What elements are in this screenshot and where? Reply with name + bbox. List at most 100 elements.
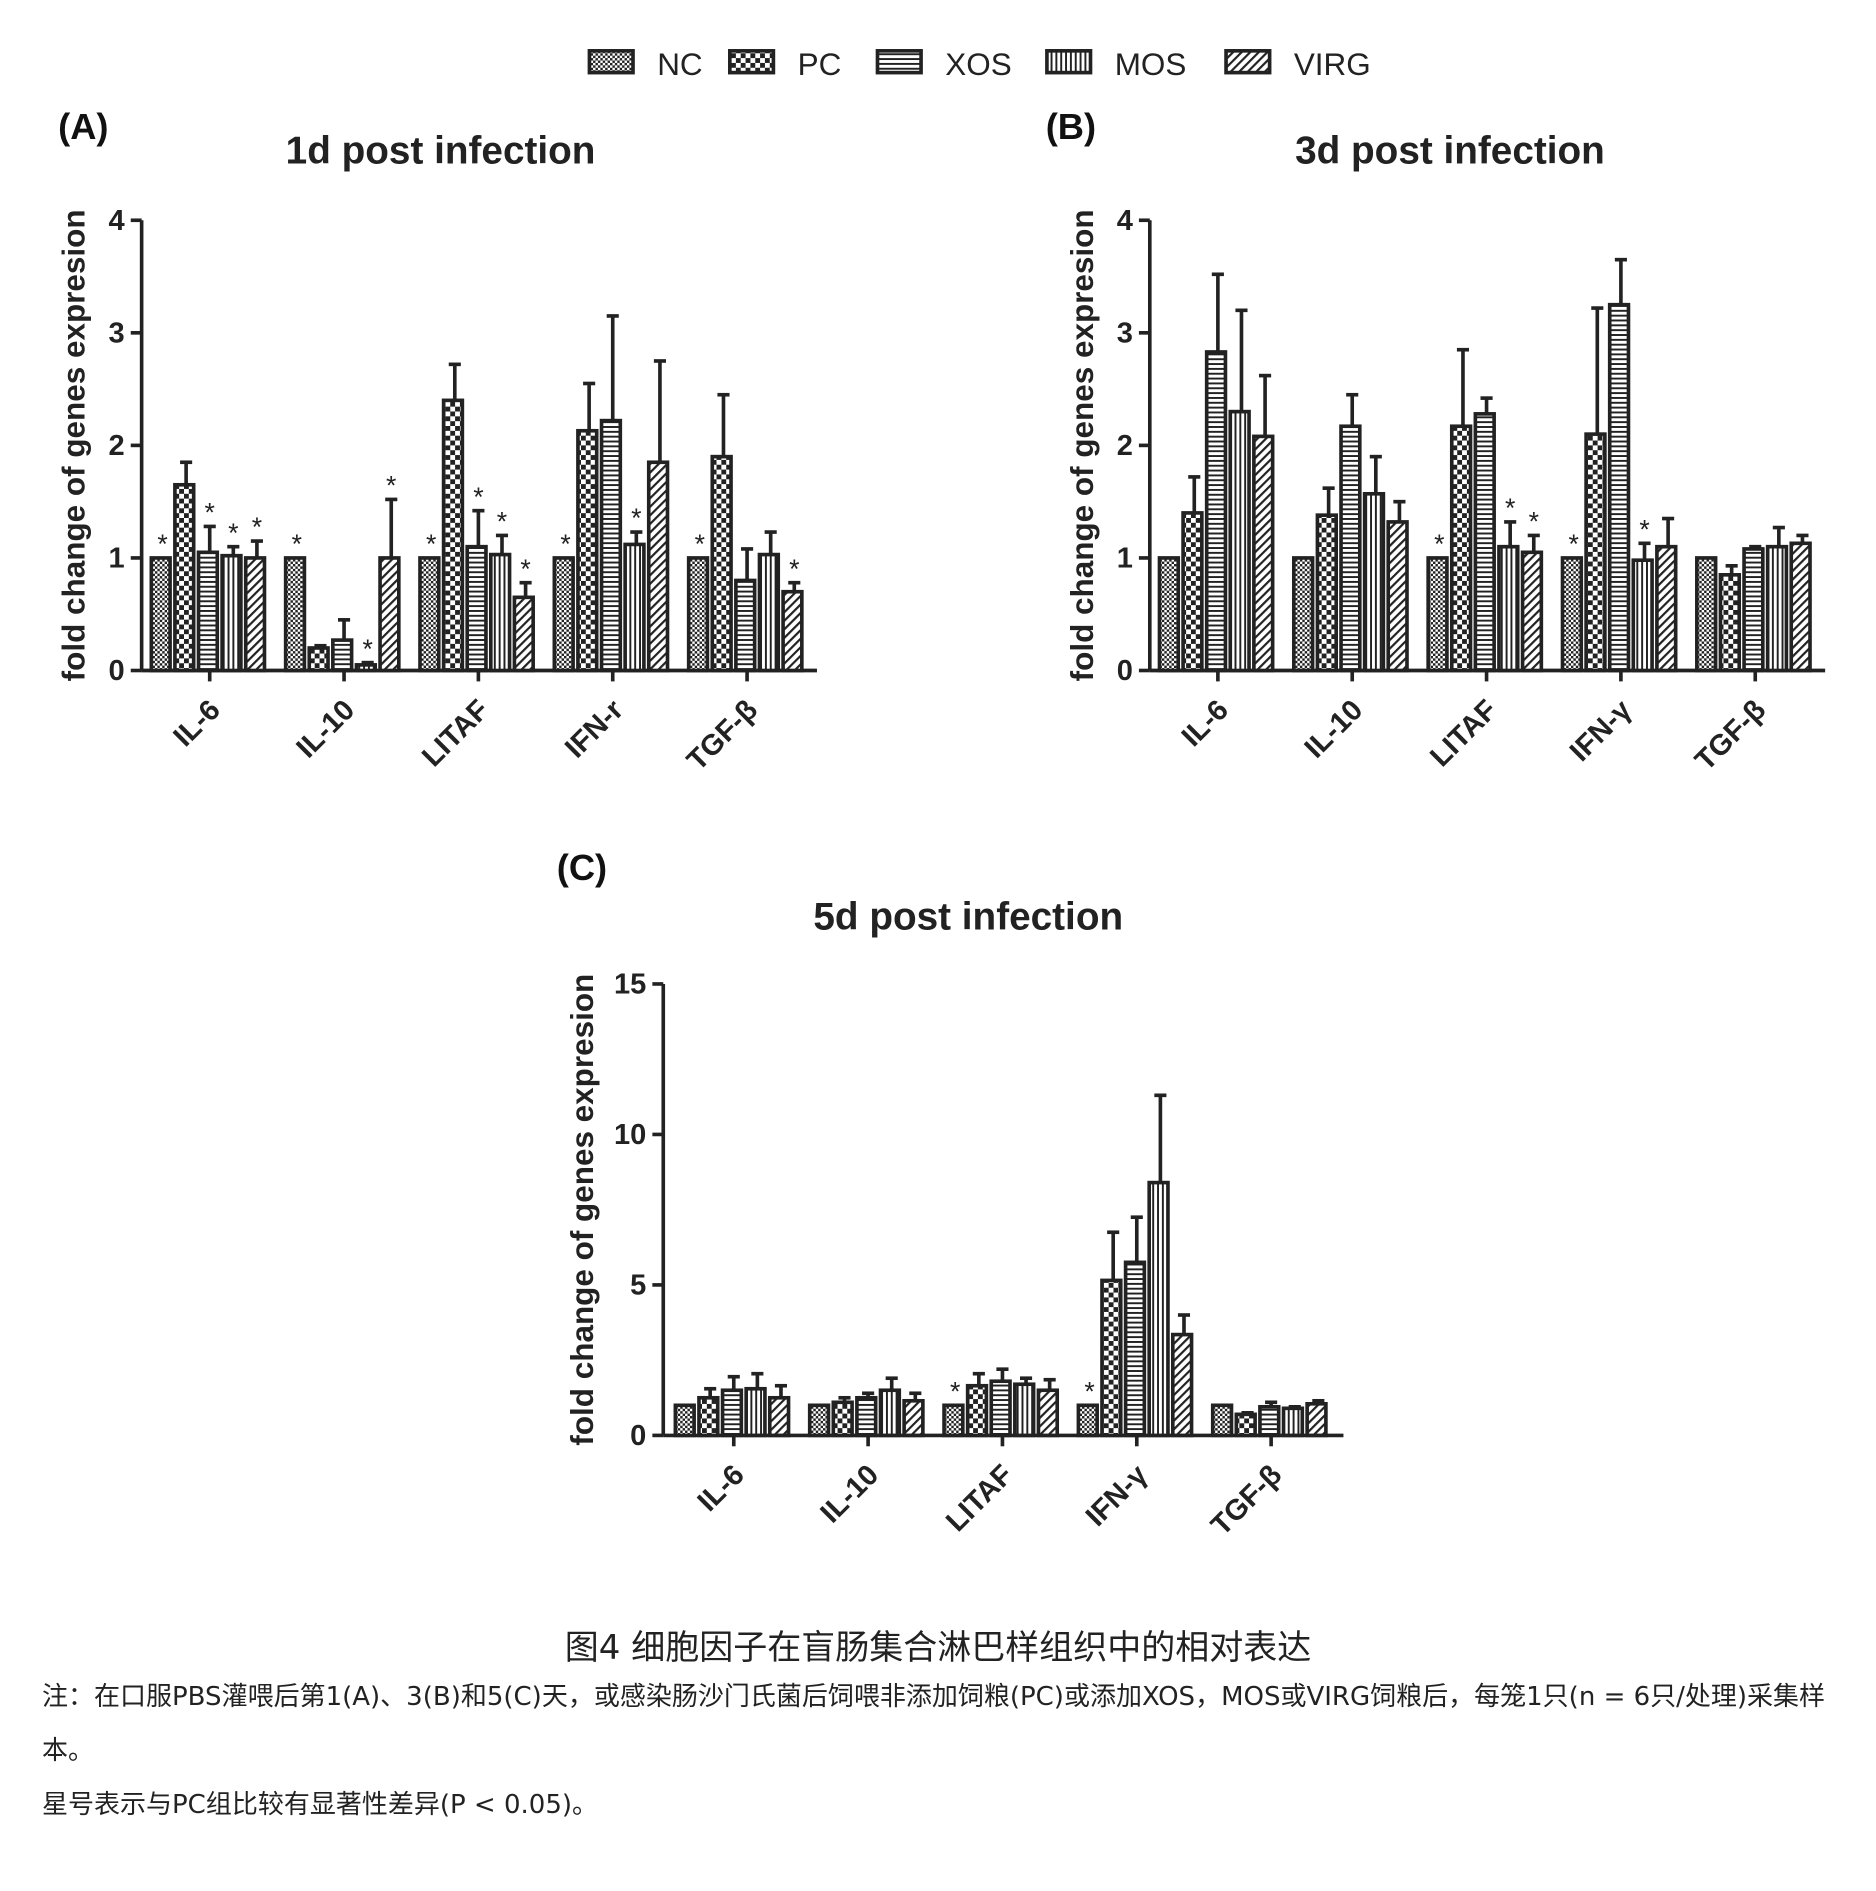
- legend-swatch-pc: [728, 49, 776, 75]
- significance-star: *: [950, 1376, 960, 1406]
- bar-xos-IFN-r: [599, 418, 623, 673]
- bar-virg-IL-6: [767, 1395, 791, 1438]
- figure: NC PC XOS MOS VIRG (A) 1d post infection fold …: [57, 47, 1826, 1542]
- bar-xos-LITAF: [1473, 412, 1496, 673]
- significance-star: *: [1505, 493, 1515, 523]
- bar-virg-IL-6: [1252, 434, 1275, 673]
- bar-pc-LITAF: [965, 1383, 989, 1438]
- bar-xos-LITAF: [465, 544, 488, 673]
- bar-nc-IFN-γ: [1560, 556, 1584, 673]
- bar-xos-IL-10: [331, 638, 354, 673]
- bar-mos-IL-6: [1228, 409, 1251, 673]
- x-tick-label: LITAF: [940, 1459, 1019, 1538]
- bar-mos-IL-10: [1362, 491, 1386, 673]
- y-axis-label: fold change of genes expresion: [57, 209, 92, 681]
- chart-panel-a: (A) 1d post infection fold change of genes…: [57, 106, 817, 777]
- bar-mos-IL-6: [744, 1386, 767, 1438]
- significance-star: *: [426, 529, 436, 559]
- bar-pc-IL-6: [697, 1395, 720, 1438]
- significance-star: *: [789, 554, 799, 584]
- significance-star: *: [520, 554, 530, 584]
- panel-label: (B): [1046, 106, 1096, 147]
- y-tick-label: 3: [109, 318, 125, 350]
- y-tick-label: 4: [1117, 205, 1133, 237]
- legend-label-xos: XOS: [945, 47, 1011, 82]
- bar-pc-IL-10: [307, 646, 330, 673]
- bar-pc-IFN-γ: [1100, 1278, 1123, 1438]
- significance-star: *: [497, 507, 507, 537]
- y-axis-label: fold change of genes expresion: [565, 974, 600, 1446]
- y-tick-label: 1: [109, 543, 125, 575]
- bar-virg-TGF-β: [1305, 1401, 1328, 1438]
- x-tick-label: IL-10: [1299, 694, 1370, 765]
- bar-pc-LITAF: [1449, 424, 1473, 673]
- bar-mos-TGF-β: [1281, 1406, 1305, 1438]
- significance-star: *: [1434, 529, 1444, 559]
- significance-star: *: [631, 503, 641, 533]
- caption-significance: 星号表示与PC组比较有显著性差异(P < 0.05)。: [42, 1790, 599, 1820]
- x-tick-label: IL-6: [168, 694, 227, 753]
- bar-pc-IFN-r: [576, 428, 599, 673]
- bar-nc-IL-10: [1292, 556, 1315, 673]
- bar-virg-LITAF: [1036, 1388, 1060, 1438]
- significance-star: *: [292, 529, 302, 559]
- bar-mos-IFN-γ: [1147, 1180, 1170, 1438]
- bar-pc-IL-6: [1181, 511, 1204, 673]
- bar-mos-LITAF: [1013, 1382, 1036, 1438]
- significance-star: *: [560, 529, 570, 559]
- bar-pc-TGF-β: [1234, 1412, 1257, 1438]
- bar-nc-IFN-r: [552, 556, 575, 673]
- x-tick-label: TGF-β: [1689, 694, 1772, 777]
- significance-star: *: [1569, 529, 1579, 559]
- bar-pc-IFN-γ: [1584, 432, 1607, 673]
- bar-nc-LITAF: [942, 1403, 965, 1438]
- chart-title: 5d post infection: [813, 896, 1123, 939]
- bar-pc-IL-10: [1315, 513, 1338, 673]
- bar-xos-TGF-β: [734, 578, 757, 673]
- bar-mos-IL-10: [354, 663, 378, 673]
- y-tick-label: 15: [614, 969, 646, 1001]
- bar-virg-TGF-β: [1789, 541, 1812, 673]
- bar-nc-LITAF: [1426, 556, 1449, 673]
- chart-title: 1d post infection: [286, 129, 596, 172]
- significance-star: *: [1084, 1376, 1094, 1406]
- bar-virg-IL-10: [378, 556, 401, 673]
- x-tick-label: IL-6: [692, 1459, 751, 1518]
- bar-xos-TGF-β: [1258, 1404, 1281, 1438]
- bar-virg-LITAF: [1520, 550, 1544, 673]
- x-tick-label: IFN-γ: [1564, 693, 1639, 768]
- bar-virg-IFN-γ: [1655, 544, 1678, 673]
- x-tick-label: IL-10: [815, 1459, 886, 1530]
- bar-nc-IL-6: [149, 556, 172, 673]
- bar-xos-IFN-γ: [1123, 1260, 1147, 1438]
- bar-nc-IFN-γ: [1076, 1403, 1099, 1438]
- significance-star: *: [205, 498, 215, 528]
- bar-virg-IL-6: [243, 556, 267, 673]
- legend-swatch-nc: [587, 49, 635, 75]
- bar-pc-TGF-β: [710, 454, 733, 673]
- bar-nc-TGF-β: [1695, 556, 1718, 673]
- chart-panel-b: (B) 3d post infection fold change of genes…: [1046, 106, 1826, 777]
- legend-label-pc: PC: [798, 47, 842, 82]
- x-tick-label: TGF-β: [1205, 1459, 1288, 1542]
- bar-xos-IL-6: [1204, 350, 1228, 673]
- bar-nc-IL-6: [1157, 556, 1181, 673]
- significance-star: *: [252, 512, 262, 542]
- bar-nc-IL-6: [673, 1403, 696, 1438]
- bar-xos-IL-6: [720, 1388, 744, 1438]
- significance-star: *: [386, 471, 396, 501]
- y-tick-label: 2: [109, 430, 125, 462]
- y-tick-label: 3: [1117, 318, 1133, 350]
- x-tick-label: LITAF: [1424, 694, 1503, 773]
- bar-xos-LITAF: [989, 1379, 1012, 1438]
- caption-title: 图4 细胞因子在盲肠集合淋巴样组织中的相对表达: [564, 1628, 1312, 1668]
- x-tick-label: IFN-γ: [1080, 1458, 1155, 1533]
- bar-nc-TGF-β: [686, 556, 710, 673]
- bar-mos-TGF-β: [757, 552, 781, 673]
- significance-star: *: [228, 518, 238, 548]
- bar-xos-IL-6: [196, 550, 220, 673]
- bar-pc-IL-10: [831, 1400, 854, 1438]
- y-tick-label: 0: [109, 655, 125, 687]
- y-tick-label: 2: [1117, 430, 1133, 462]
- bar-virg-IFN-γ: [1170, 1332, 1194, 1438]
